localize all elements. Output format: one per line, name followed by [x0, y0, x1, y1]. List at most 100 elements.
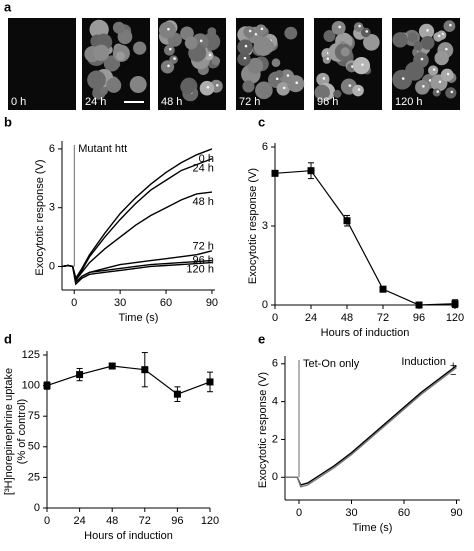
x-axis-label: Time (s)	[353, 522, 393, 534]
legend-entry: −	[450, 369, 456, 381]
y-axis-label: Exocytotic response (V)	[34, 159, 46, 275]
cell	[271, 58, 281, 68]
series-label: 48 h	[193, 196, 214, 208]
y-tick-label: 3	[49, 202, 55, 214]
x-tick-label: 0	[44, 515, 50, 527]
granule	[282, 86, 286, 90]
granule	[436, 90, 439, 93]
cell	[314, 84, 330, 101]
x-tick-label: 60	[398, 507, 410, 519]
x-tick-label: 48	[106, 515, 118, 527]
legend-entry: +	[450, 360, 456, 372]
granule	[357, 88, 361, 91]
granule	[169, 47, 172, 51]
granule	[437, 34, 441, 38]
panel-letter: b	[4, 114, 12, 129]
cell	[243, 26, 256, 38]
x-tick-label: 90	[206, 297, 218, 309]
cell	[87, 70, 106, 90]
cell	[427, 65, 439, 76]
granule	[322, 77, 326, 80]
data-point	[307, 167, 315, 175]
cell	[284, 26, 298, 40]
data-point	[76, 371, 84, 379]
data-line	[61, 261, 212, 286]
cell	[93, 44, 110, 61]
granule	[438, 80, 442, 84]
cell	[407, 32, 418, 43]
series-label: 120 h	[186, 263, 214, 275]
cell	[434, 50, 449, 66]
data-point	[108, 362, 116, 370]
cell	[445, 87, 457, 99]
data-point	[43, 382, 51, 390]
granule	[244, 44, 248, 48]
cell	[331, 20, 346, 35]
x-axis-label: Time (s)	[119, 312, 159, 324]
y-tick-label: 2	[272, 433, 278, 445]
x-tick-label: 120	[201, 515, 219, 527]
image-label: 120 h	[395, 96, 423, 108]
cell	[433, 32, 443, 42]
cell	[420, 35, 435, 50]
x-tick-label: 48	[341, 312, 353, 324]
image-label: 72 h	[239, 96, 260, 108]
granule	[338, 25, 341, 29]
granule	[365, 30, 369, 33]
granule	[243, 56, 247, 60]
y-tick-label: 0	[272, 471, 278, 483]
x-tick-label: 0	[71, 297, 77, 309]
x-tick-label: 90	[450, 507, 462, 519]
y-tick-label: 6	[49, 143, 55, 155]
cell	[443, 20, 456, 33]
granule	[248, 29, 252, 33]
cell	[404, 61, 425, 81]
x-tick-label: 30	[345, 507, 357, 519]
granule	[445, 47, 448, 51]
series-label: 96 h	[193, 255, 214, 267]
cell	[440, 68, 454, 82]
y-tick-label: 4	[272, 396, 278, 408]
image-label: 0 h	[11, 96, 26, 108]
granule	[348, 84, 352, 87]
granule	[326, 57, 330, 60]
granule	[167, 27, 170, 31]
cell	[199, 80, 215, 96]
cell	[362, 33, 380, 51]
y-tick-label: 3	[262, 220, 268, 232]
granule	[215, 83, 219, 87]
cell	[287, 75, 305, 93]
y-axis-label: (% of control)	[16, 399, 28, 464]
data-point	[141, 366, 149, 374]
panel-letter: e	[258, 331, 265, 346]
cell	[180, 79, 196, 95]
y-tick-label: 100	[22, 380, 40, 392]
legend-title: Induction	[401, 356, 446, 368]
cell	[242, 80, 255, 93]
data-point	[173, 390, 181, 398]
micrograph: 72 h	[236, 18, 305, 110]
series-label: 24 h	[193, 163, 214, 175]
granule	[260, 27, 264, 31]
cell	[418, 23, 435, 39]
data-line	[46, 365, 211, 395]
x-tick-label: 96	[413, 312, 425, 324]
granule	[401, 77, 405, 80]
x-tick-label: 24	[305, 312, 317, 324]
cell	[133, 41, 147, 55]
granule	[275, 77, 279, 81]
granule	[173, 57, 176, 60]
annotation: Tet-On only	[303, 358, 360, 370]
cell	[160, 60, 175, 74]
cell	[316, 72, 330, 87]
y-tick-label: 75	[28, 410, 40, 422]
image-label: 96 h	[317, 96, 338, 108]
image-label: 48 h	[161, 96, 182, 108]
x-tick-label: 96	[171, 515, 183, 527]
cell	[415, 79, 430, 95]
cell	[392, 32, 408, 48]
cell	[99, 86, 108, 96]
cell	[211, 56, 221, 66]
y-tick-label: 25	[28, 471, 40, 483]
